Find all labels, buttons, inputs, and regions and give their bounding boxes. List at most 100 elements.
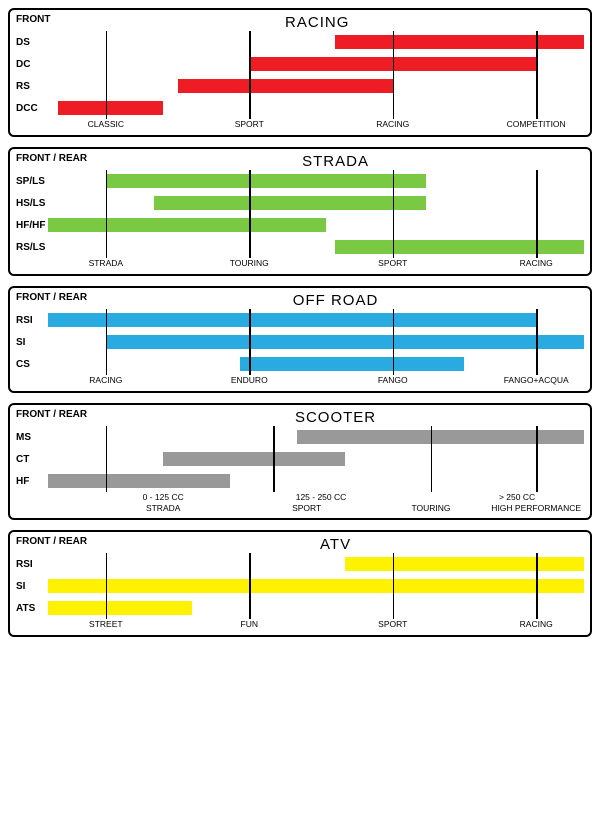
chart-row: HF/HF [16,214,584,236]
panel-title: STRADA [87,153,584,170]
chart-area: MS CT HF [16,426,584,492]
panel-title: RACING [50,14,584,31]
row-track [58,353,584,375]
chart-row: DS [16,31,584,53]
x-label: 0 - 125 CC [143,492,184,502]
row-track [58,448,584,470]
row-track [58,331,584,353]
chart-row: CT [16,448,584,470]
row-track [58,470,584,492]
panel-racing: FRONTRACINGDSDCRSDCCCLASSICSPORTRACINGCO… [8,8,592,137]
row-label: DS [16,37,58,48]
row-track [58,192,584,214]
panel-atv: FRONT / REARATVRSISIATSSTREET FUN SPORT RAC… [8,530,592,637]
bar [48,474,230,488]
row-track [58,75,584,97]
x-label: HIGH PERFORMANCE [491,503,581,513]
panel-title: OFF ROAD [87,292,584,309]
chart-row: SP/LS [16,170,584,192]
chart-row: DC [16,53,584,75]
chart-row: RSI [16,553,584,575]
row-track [58,170,584,192]
x-label: RACING [376,119,409,129]
bar [106,335,584,349]
row-label: MS [16,432,58,443]
row-track [58,97,584,119]
bar [106,174,426,188]
corner-label: FRONT [16,14,50,25]
panel-strada: FRONT / REARSTRADASP/LSHS/LSHF/HFRS/LSST… [8,147,592,276]
bar [345,557,584,571]
x-labels: CLASSICSPORTRACINGCOMPETITION [58,119,584,131]
chart-area: RSI SI CS [16,309,584,375]
panel-scooter: FRONT / REARSCOOTER MS CT HF0 - 125 CC 125 -… [8,403,592,520]
chart-row: RSI [16,309,584,331]
row-track [58,53,584,75]
row-track [58,214,584,236]
x-label: > 250 CC [499,492,535,502]
x-label: STRADA [89,258,123,268]
panel-header: FRONT / REARATV [16,536,584,553]
chart-row: HF [16,470,584,492]
chart-area: SP/LS HS/LS HF/HF RS/LS [16,170,584,258]
row-label: HS/LS [16,198,58,209]
x-label: FANGO [378,375,408,385]
x-label: STREET [89,619,123,629]
x-label: CLASSIC [88,119,124,129]
row-label: DCC [16,103,58,114]
chart-area: DS DCRS DCC [16,31,584,119]
x-label: ENDURO [231,375,268,385]
chart-row: HS/LS [16,192,584,214]
x-label: 125 - 250 CC [296,492,347,502]
bar [178,79,393,93]
bar [58,101,163,115]
row-label: CT [16,454,58,465]
corner-label: FRONT / REAR [16,536,87,547]
row-track [58,309,584,331]
x-label: FUN [241,619,258,629]
x-label: SPORT [378,619,407,629]
bar [249,57,536,71]
panel-title: ATV [87,536,584,553]
row-label: SI [16,337,58,348]
x-label: SPORT [292,503,321,513]
row-track [58,426,584,448]
bar [335,240,584,254]
panel-header: FRONTRACING [16,14,584,31]
row-label: RS/LS [16,242,58,253]
x-label: RACING [520,619,553,629]
bar [154,196,427,210]
bar [240,357,465,371]
chart-row: RS [16,75,584,97]
row-label: RSI [16,559,58,570]
x-label: TOURING [230,258,269,268]
corner-label: FRONT / REAR [16,153,87,164]
panel-title: SCOOTER [87,409,584,426]
x-label: TOURING [411,503,450,513]
x-label: SPORT [378,258,407,268]
panel-header: FRONT / REARSTRADA [16,153,584,170]
bar [48,579,584,593]
bar [163,452,345,466]
row-track [58,597,584,619]
x-label: FANGO+ACQUA [504,375,569,385]
bar [48,313,536,327]
row-label: CS [16,359,58,370]
chart-row: CS [16,353,584,375]
corner-label: FRONT / REAR [16,409,87,420]
corner-label: FRONT / REAR [16,292,87,303]
chart-row: MS [16,426,584,448]
chart-row: RS/LS [16,236,584,258]
chart-area: RSISIATS [16,553,584,619]
x-labels: RACINGENDUROFANGOFANGO+ACQUA [58,375,584,387]
bar [297,430,584,444]
chart-row: SI [16,331,584,353]
x-label: STRADA [146,503,180,513]
row-label: SP/LS [16,176,58,187]
x-label: COMPETITION [507,119,566,129]
chart-row: DCC [16,97,584,119]
bar [48,601,191,615]
x-labels: STREET FUN SPORT RACING [58,619,584,631]
panel-header: FRONT / REAROFF ROAD [16,292,584,309]
x-label: RACING [520,258,553,268]
